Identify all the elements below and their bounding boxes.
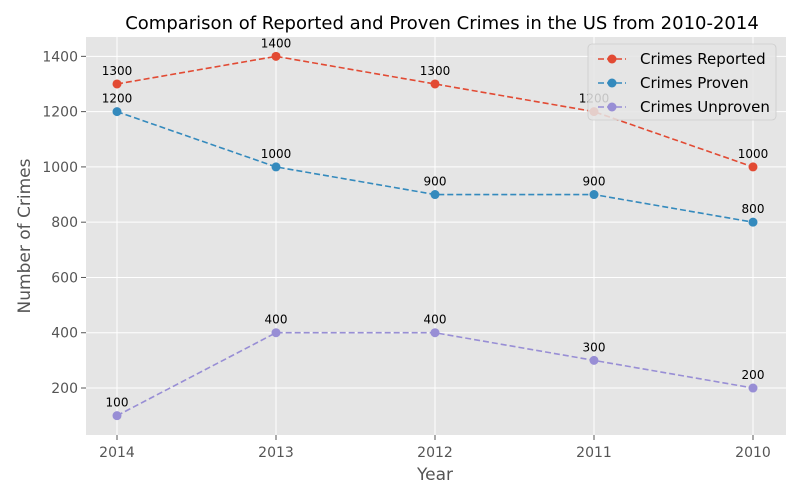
data-label: 900 xyxy=(424,175,447,189)
data-point xyxy=(112,107,122,117)
series-2 xyxy=(112,328,758,421)
y-tick-label: 200 xyxy=(51,381,78,397)
legend-label: Crimes Proven xyxy=(640,74,749,92)
data-label: 800 xyxy=(742,202,765,216)
x-tick-label: 2011 xyxy=(576,445,612,461)
data-label: 1000 xyxy=(261,147,292,161)
data-point xyxy=(112,411,122,421)
data-labels: 1300140013001200100012001000900900800100… xyxy=(102,36,769,409)
y-tick-label: 1400 xyxy=(42,49,78,65)
legend-label: Crimes Reported xyxy=(640,50,766,68)
data-point xyxy=(589,190,599,200)
data-point xyxy=(112,79,122,89)
y-axis-label: Number of Crimes xyxy=(15,158,35,313)
data-point xyxy=(430,190,440,200)
data-point xyxy=(430,79,440,89)
data-point xyxy=(430,328,440,338)
legend-marker xyxy=(607,102,617,112)
data-point xyxy=(271,328,281,338)
legend-box xyxy=(587,43,777,121)
y-tick-label: 800 xyxy=(51,215,78,231)
y-tick-label: 600 xyxy=(51,270,78,286)
legend: Crimes Reported Crimes Proven Crimes Unpro… xyxy=(587,43,777,121)
chart-title: Comparison of Reported and Proven Crimes… xyxy=(125,13,759,34)
data-label: 900 xyxy=(583,175,606,189)
data-point xyxy=(589,355,599,365)
data-label: 1000 xyxy=(738,147,769,161)
series-line xyxy=(116,55,754,168)
axis-ticks: 200 400 600 800 1000 1200 1400 2014 2013 2012 2011… xyxy=(42,49,770,461)
data-label: 300 xyxy=(583,340,606,354)
data-label: 400 xyxy=(265,313,288,327)
y-tick-label: 400 xyxy=(51,326,78,342)
x-tick-label: 2012 xyxy=(417,445,453,461)
data-label: 1200 xyxy=(102,92,133,106)
y-tick-label: 1200 xyxy=(42,105,78,121)
data-point xyxy=(748,217,758,227)
legend-item: Crimes Reported xyxy=(598,50,766,68)
legend-marker xyxy=(607,78,617,88)
data-label: 1300 xyxy=(420,64,451,78)
data-label: 100 xyxy=(106,396,129,410)
x-tick-label: 2010 xyxy=(735,445,771,461)
data-point xyxy=(748,162,758,172)
data-label: 200 xyxy=(742,368,765,382)
x-axis-label: Year xyxy=(416,465,453,485)
data-label: 1400 xyxy=(261,36,292,50)
data-point xyxy=(748,383,758,393)
series-1 xyxy=(112,107,758,227)
series-group xyxy=(112,51,758,421)
x-tick-label: 2013 xyxy=(258,445,294,461)
legend-marker xyxy=(607,54,617,64)
data-label: 400 xyxy=(424,313,447,327)
y-tick-label: 1000 xyxy=(42,160,78,176)
legend-label: Crimes Unproven xyxy=(640,98,770,116)
legend-item: Crimes Unproven xyxy=(598,98,770,116)
data-point xyxy=(271,162,281,172)
legend-item: Crimes Proven xyxy=(598,74,749,92)
data-label: 1300 xyxy=(102,64,133,78)
data-point xyxy=(271,51,281,61)
x-tick-label: 2014 xyxy=(99,445,135,461)
